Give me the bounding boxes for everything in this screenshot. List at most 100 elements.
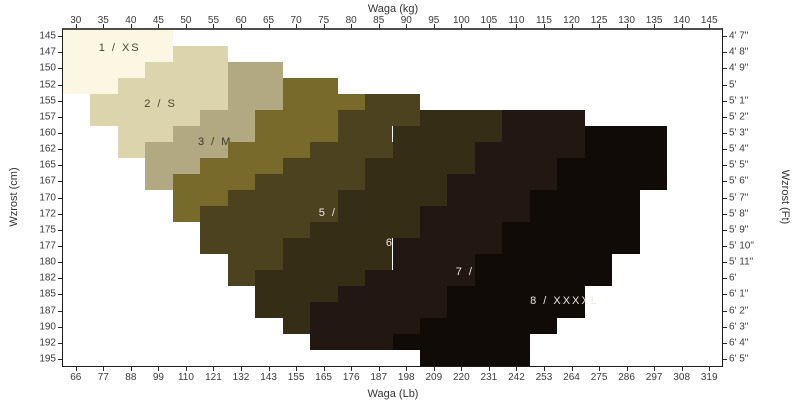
tick-mark (723, 245, 727, 247)
size-region-2 (90, 110, 201, 126)
top-tick-label: 135 (645, 15, 663, 26)
tick-mark (58, 262, 62, 264)
tick-mark (406, 24, 408, 28)
tick-mark (103, 367, 105, 371)
size-region-8 (447, 301, 585, 318)
tick-mark (103, 24, 105, 28)
tick-mark (723, 52, 727, 54)
tick-mark (58, 68, 62, 70)
size-region-8 (557, 158, 668, 174)
tick-mark (75, 24, 77, 28)
top-tick-label: 90 (400, 15, 412, 26)
tick-mark (723, 68, 727, 70)
left-tick-label: 185 (39, 288, 56, 300)
tick-mark (488, 24, 490, 28)
tick-mark (351, 367, 353, 371)
size-region-7 (310, 318, 420, 334)
size-region-7 (419, 206, 530, 222)
size-region-5 (282, 158, 366, 174)
left-tick-label: 195 (39, 353, 56, 365)
bottom-tick-label: 165 (315, 372, 332, 383)
top-tick-label: 45 (152, 15, 164, 26)
size-region-7 (337, 286, 448, 302)
tick-mark (58, 100, 62, 102)
top-tick-label: 140 (673, 15, 691, 26)
bottom-tick-label: 275 (590, 372, 608, 383)
bottom-tick-label: 88 (125, 372, 137, 383)
bottom-tick-label: 242 (508, 372, 525, 383)
tick-mark (723, 229, 727, 231)
size-region-6 (365, 158, 475, 174)
tick-mark (58, 245, 62, 247)
bottom-tick-label: 132 (232, 372, 250, 383)
size-region-1 (63, 30, 173, 46)
bottom-tick-label: 99 (152, 372, 164, 383)
tick-mark (296, 24, 298, 28)
size-region-label: 3 / M (197, 135, 233, 148)
tick-mark (75, 367, 77, 371)
tick-mark (723, 278, 727, 280)
right-tick-label: 4' 7" (729, 30, 749, 42)
tick-mark (626, 367, 628, 371)
bottom-tick-label: 220 (453, 372, 470, 383)
top-tick-label: 125 (590, 15, 608, 26)
tick-mark (241, 367, 243, 371)
tick-mark (723, 132, 727, 134)
tick-mark (58, 278, 62, 280)
tick-mark (433, 367, 435, 371)
bottom-tick-label: 231 (480, 372, 498, 383)
tick-mark (58, 294, 62, 296)
bottom-tick-label: 286 (618, 372, 635, 383)
right-tick-label: 6' 2" (729, 305, 749, 316)
size-region-3 (227, 78, 283, 94)
tick-mark (681, 367, 683, 371)
tick-mark (723, 326, 727, 328)
tick-mark (626, 24, 628, 28)
tick-mark (158, 367, 160, 371)
size-region-7 (502, 110, 585, 126)
top-tick-label: 65 (263, 15, 275, 26)
bottom-tick-label: 297 (645, 372, 663, 383)
size-region-8 (392, 334, 530, 350)
tick-mark (599, 367, 601, 371)
size-region-4 (282, 78, 338, 94)
tick-mark (58, 181, 62, 183)
right-tick-label: 5' 8" (729, 208, 749, 220)
size-region-8 (419, 350, 530, 366)
size-region-6 (337, 190, 448, 206)
size-region-2 (117, 142, 146, 158)
tick-mark (723, 213, 727, 215)
tick-mark (185, 24, 187, 28)
size-region-3 (200, 110, 256, 126)
size-region-3 (227, 94, 283, 110)
tick-mark (723, 36, 727, 38)
size-region-6 (365, 174, 448, 190)
tick-mark (723, 84, 727, 86)
size-region-2 (90, 94, 228, 110)
top-tick-label: 55 (207, 15, 220, 26)
size-region-6 (255, 286, 338, 302)
right-tick-label: 5' 6" (729, 175, 749, 187)
top-tick-label: 105 (480, 15, 498, 26)
size-region-4 (227, 142, 311, 158)
tick-mark (58, 213, 62, 215)
top-tick-label: 40 (125, 15, 137, 26)
size-region-3 (145, 158, 201, 174)
right-tick-label: 5' 3" (729, 127, 749, 139)
right-tick-label: 6' (729, 272, 737, 284)
tick-mark (58, 310, 62, 312)
size-region-7 (392, 238, 503, 254)
size-region-7 (365, 270, 475, 286)
size-region-8 (529, 190, 640, 206)
tick-mark (571, 24, 573, 28)
tick-mark (723, 116, 727, 118)
size-region-8 (529, 206, 640, 222)
left-tick-label: 162 (39, 143, 56, 155)
tick-mark (406, 367, 408, 371)
size-region-7 (419, 222, 503, 238)
size-region-8 (584, 126, 668, 142)
size-region-8 (474, 254, 613, 270)
size-region-6 (392, 126, 503, 142)
right-tick-label: 5' 5" (729, 159, 749, 171)
